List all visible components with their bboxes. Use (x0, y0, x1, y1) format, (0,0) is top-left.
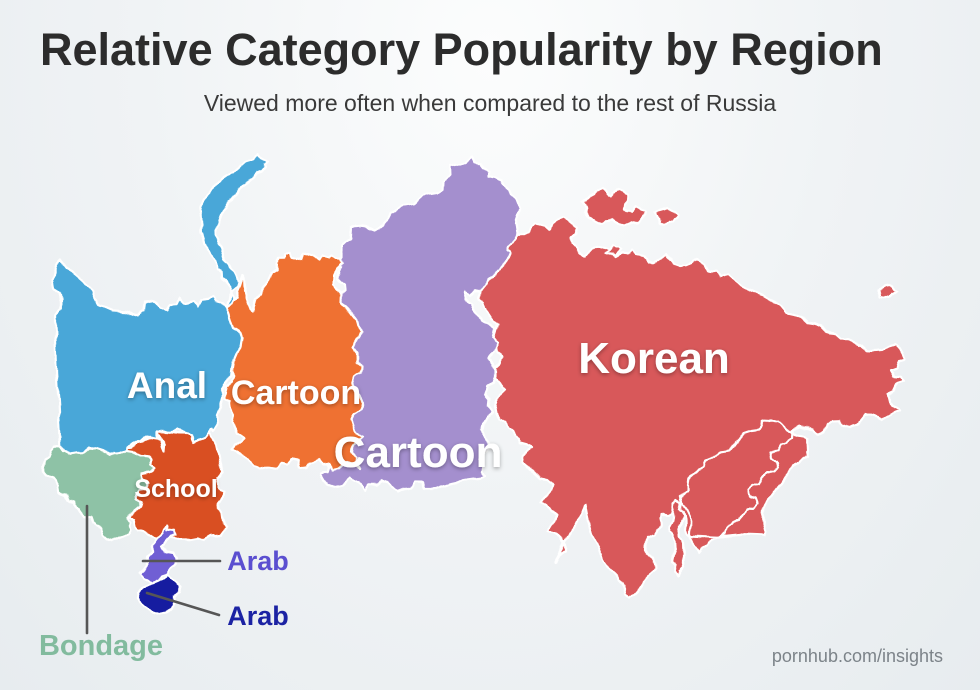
svg-text:Arab: Arab (227, 601, 289, 631)
svg-text:Anal: Anal (127, 365, 207, 406)
svg-text:Bondage: Bondage (39, 630, 163, 662)
svg-text:Korean: Korean (578, 334, 730, 383)
svg-text:Arab: Arab (227, 546, 289, 576)
svg-text:Cartoon: Cartoon (334, 428, 503, 477)
svg-text:Cartoon: Cartoon (231, 374, 361, 412)
svg-text:School: School (134, 475, 217, 503)
